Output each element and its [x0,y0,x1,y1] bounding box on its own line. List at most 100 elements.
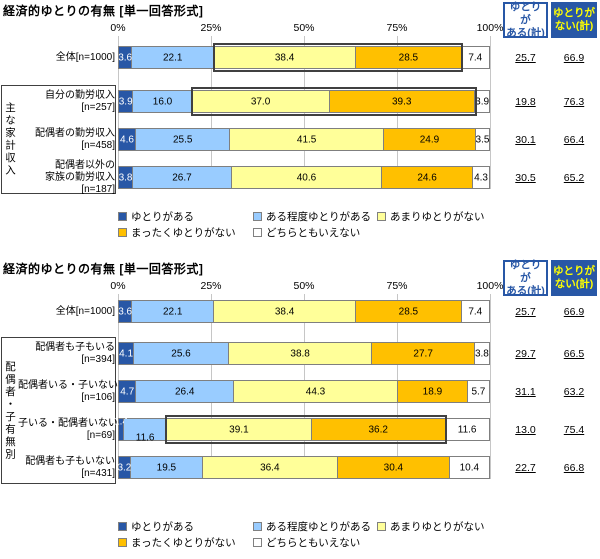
bar-segment-2: 36.4 [202,457,338,478]
bar-segment-2: 44.3 [234,381,398,402]
segment-value: 3.5 [475,134,490,145]
bar-segment-0: 3.8 [118,167,134,188]
summary-value: 63.2 [563,385,585,398]
bar-segment-2: 39.1 [167,419,312,440]
segment-value: 4.7 [120,386,135,397]
segment-value: 3.2 [117,462,132,473]
highlight-box [191,87,477,116]
legend-label: どちらともいえない [266,536,361,549]
row-label-line: 配偶者も子もいる [35,341,115,353]
legend-label: あまりゆとりがない [390,210,485,223]
bar-segment-1: 26.4 [136,381,235,402]
legend-item: どちらともいえない [253,536,361,549]
axis-tick-label: 100% [476,22,504,34]
legend-swatch [118,227,127,237]
axis-tick-label: 50% [293,280,315,292]
stacked-bar: 4.1 25.6 38.8 27.7 3.8 [118,342,490,365]
summary-value: 66.9 [563,305,585,318]
legend-swatch [253,227,262,237]
row-label-line: 配偶者いる・子いない [18,379,118,391]
segment-value: 7.4 [468,52,483,63]
bar-segment-4: 10.4 [450,457,489,478]
stacked-bar: 1.4 11.6 39.1 36.2 11.6 [114,416,490,443]
row-label: 配偶者以外の 家族の勤労収入 [n=187] [18,160,115,196]
segment-value: 3.8 [118,172,133,183]
segment-value: 16.0 [152,96,173,107]
axis-tick-label: 0% [110,22,126,34]
legend-label: まったくゆとりがない [131,536,236,549]
summary-column-header-yutori-nai: ゆとりが ない(計) [551,260,597,296]
bar-segment-4: 3.9 [474,91,490,112]
legend-swatch [377,521,386,531]
segment-value: 22.1 [162,52,183,63]
segment-value: 7.4 [468,306,483,317]
legend-swatch [118,537,127,547]
legend-item: ある程度ゆとりがある [253,520,371,533]
bar-segment-0: 4.6 [119,129,137,150]
segment-value: 4.3 [474,172,488,183]
segment-value: 11.6 [135,432,155,443]
legend-label: ゆとりがある [131,210,194,223]
legend-swatch [118,521,127,531]
bar-segment-3: 27.7 [372,343,475,364]
summary-value: 66.5 [563,347,585,360]
row-label-line: 全体[n=1000] [55,305,115,317]
bar-segment-1: 19.5 [130,457,203,478]
legend-swatch [253,211,262,221]
legend-item: あまりゆとりがない [377,520,485,533]
legend-item: ゆとりがある [118,520,194,533]
bar-segment-0: 4.7 [119,381,137,402]
chart-section-main-household-income: 経済的ゆとりの有無 [単一回答形式] ゆとりが ある(計) ゆとりが ない(計)… [0,0,600,258]
segment-value: 26.4 [174,386,195,397]
bar-segment-2: 38.8 [228,343,373,364]
row-label-line: 配偶者以外の [55,159,115,171]
summary-value: 29.7 [515,347,536,360]
bar-segment-2: 40.6 [231,167,383,188]
bar-segment-0: 3.6 [118,301,133,322]
segment-value: 38.8 [290,348,310,359]
row-label-line: [n=458] [81,139,115,151]
stacked-bar: 3.2 19.5 36.4 30.4 10.4 [117,456,490,479]
legend-label: あまりゆとりがない [390,520,485,533]
segment-value: 3.6 [118,306,133,317]
segment-value: 39.1 [229,424,249,435]
bar-segment-1: 22.1 [132,301,215,322]
row-label-line: 子いる・配偶者いない [18,417,118,429]
segment-value: 22.1 [162,306,183,317]
bar-segment-2: 41.5 [230,129,384,150]
category-group-label: 配偶者・子有無別 [4,360,16,461]
summary-column-header-yutori-aru: ゆとりが ある(計) [503,259,548,297]
summary-value: 30.5 [515,171,536,184]
legend-item: ゆとりがある [118,210,194,223]
legend-label: まったくゆとりがない [131,226,236,239]
axis-tick-label: 0% [110,280,126,292]
legend-swatch [118,211,127,221]
chart-section-spouse-children: 経済的ゆとりの有無 [単一回答形式] ゆとりが ある(計) ゆとりが ない(計)… [0,258,600,559]
bar-segment-0: 3.9 [119,91,134,112]
category-group-box [1,337,116,484]
gridline [490,294,491,479]
bar-segment-0: 4.1 [119,343,135,364]
summary-column-header-yutori-nai: ゆとりが ない(計) [551,2,597,38]
bar-segment-4: 4.3 [473,167,489,188]
segment-value: 26.7 [172,172,192,183]
gridline [490,36,491,189]
row-label-line: [n=431] [81,467,115,479]
row-label-line: [n=394] [81,353,115,365]
bar-segment-0: 3.2 [117,457,132,478]
summary-column-header-yutori-aru: ゆとりが ある(計) [503,1,548,39]
segment-value: 1.4 [114,416,129,427]
legend-item: ある程度ゆとりがある [253,210,371,223]
legend-item: まったくゆとりがない [118,536,236,549]
bar-segment-2: 37.0 [192,91,330,112]
axis-tick-label: 25% [200,22,222,34]
row-label: 配偶者いる・子いない [n=106] [18,379,118,404]
summary-header-line2: ない(計) [554,278,594,290]
segment-value: 44.3 [305,386,326,397]
row-label-line: 自分の勤労収入 [45,89,115,101]
bar-segment-3: 30.4 [337,457,451,478]
segment-value: 10.4 [459,462,480,473]
bar-segment-4: 11.6 [445,419,489,440]
segment-value: 5.7 [471,386,486,397]
stacked-bar: 3.8 26.7 40.6 24.6 4.3 [118,166,490,189]
